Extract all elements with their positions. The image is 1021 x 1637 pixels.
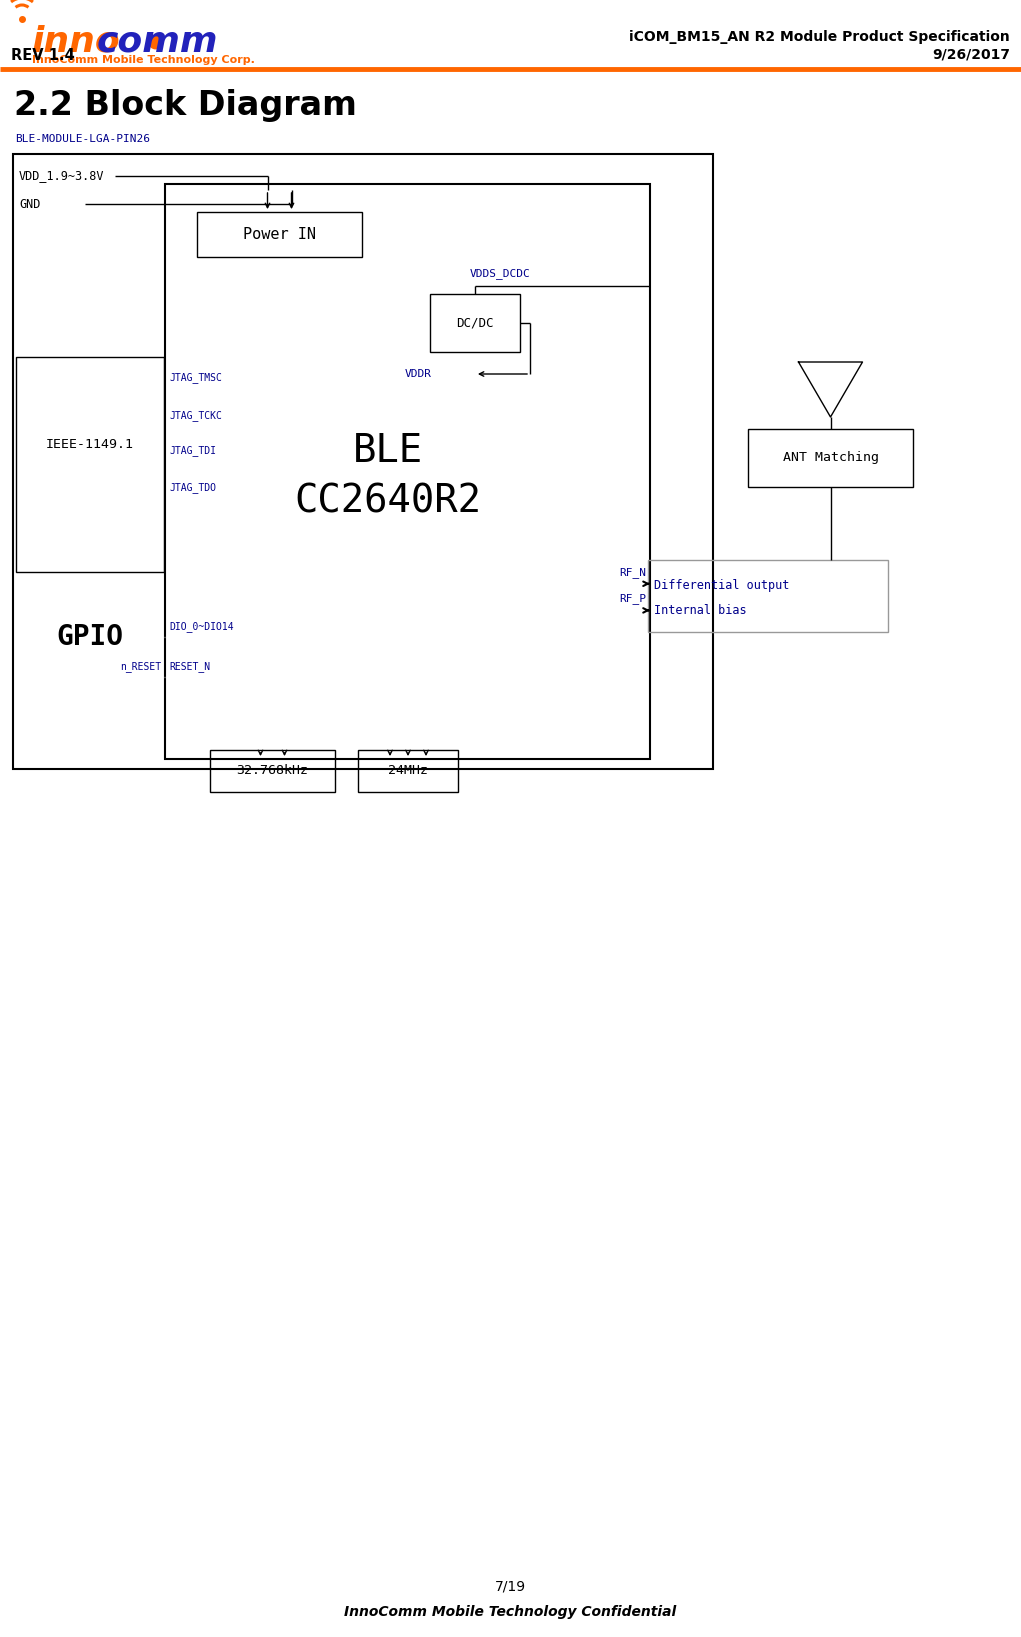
- Text: n_RESET: n_RESET: [119, 661, 161, 673]
- Bar: [210, 750, 335, 792]
- Text: InnoComm Mobile Technology Corp.: InnoComm Mobile Technology Corp.: [32, 56, 255, 65]
- Bar: [648, 560, 888, 632]
- Text: comm: comm: [97, 25, 218, 59]
- Text: REV 1.4: REV 1.4: [11, 47, 75, 62]
- Text: Differential output: Differential output: [654, 579, 789, 591]
- Text: ANT Matching: ANT Matching: [782, 452, 878, 465]
- Text: JTAG_TDI: JTAG_TDI: [169, 445, 216, 457]
- Text: RESET_N: RESET_N: [169, 661, 210, 673]
- Bar: [165, 183, 650, 760]
- Bar: [358, 750, 458, 792]
- Text: iCOM_BM15_AN R2 Module Product Specification: iCOM_BM15_AN R2 Module Product Specifica…: [629, 29, 1010, 44]
- Text: InnoComm Mobile Technology Confidential: InnoComm Mobile Technology Confidential: [344, 1604, 676, 1619]
- Bar: [430, 295, 520, 352]
- Text: DC/DC: DC/DC: [456, 316, 494, 329]
- Text: 7/19: 7/19: [494, 1580, 526, 1594]
- Text: CC2640R2: CC2640R2: [294, 483, 481, 521]
- Text: 32.768kHz: 32.768kHz: [237, 764, 308, 778]
- Text: RF_N: RF_N: [619, 566, 646, 578]
- Text: JTAG_TMSC: JTAG_TMSC: [169, 372, 222, 383]
- Text: JTAG_TCKC: JTAG_TCKC: [169, 411, 222, 421]
- Text: RF_P: RF_P: [619, 594, 646, 604]
- Bar: [13, 154, 713, 769]
- Text: DIO_0~DIO14: DIO_0~DIO14: [169, 620, 234, 632]
- Text: IEEE-1149.1: IEEE-1149.1: [46, 439, 134, 452]
- Text: BLE: BLE: [352, 432, 423, 470]
- Text: 9/26/2017: 9/26/2017: [932, 47, 1010, 62]
- Text: BLE-MODULE-LGA-PIN26: BLE-MODULE-LGA-PIN26: [15, 134, 150, 144]
- Text: Power IN: Power IN: [243, 228, 317, 242]
- Text: VDDS_DCDC: VDDS_DCDC: [470, 268, 530, 280]
- Bar: [748, 429, 913, 486]
- Text: 24MHz: 24MHz: [388, 764, 428, 778]
- Text: inno: inno: [32, 25, 120, 59]
- Text: VDD_1.9~3.8V: VDD_1.9~3.8V: [19, 170, 104, 182]
- Text: GPIO: GPIO: [56, 624, 124, 652]
- Text: JTAG_TDO: JTAG_TDO: [169, 481, 216, 493]
- Text: 2.2 Block Diagram: 2.2 Block Diagram: [14, 88, 357, 121]
- Text: Internal bias: Internal bias: [654, 604, 746, 617]
- Text: GND: GND: [19, 198, 41, 211]
- Bar: [16, 357, 164, 571]
- Bar: [197, 213, 362, 257]
- Text: VDDR: VDDR: [404, 368, 432, 380]
